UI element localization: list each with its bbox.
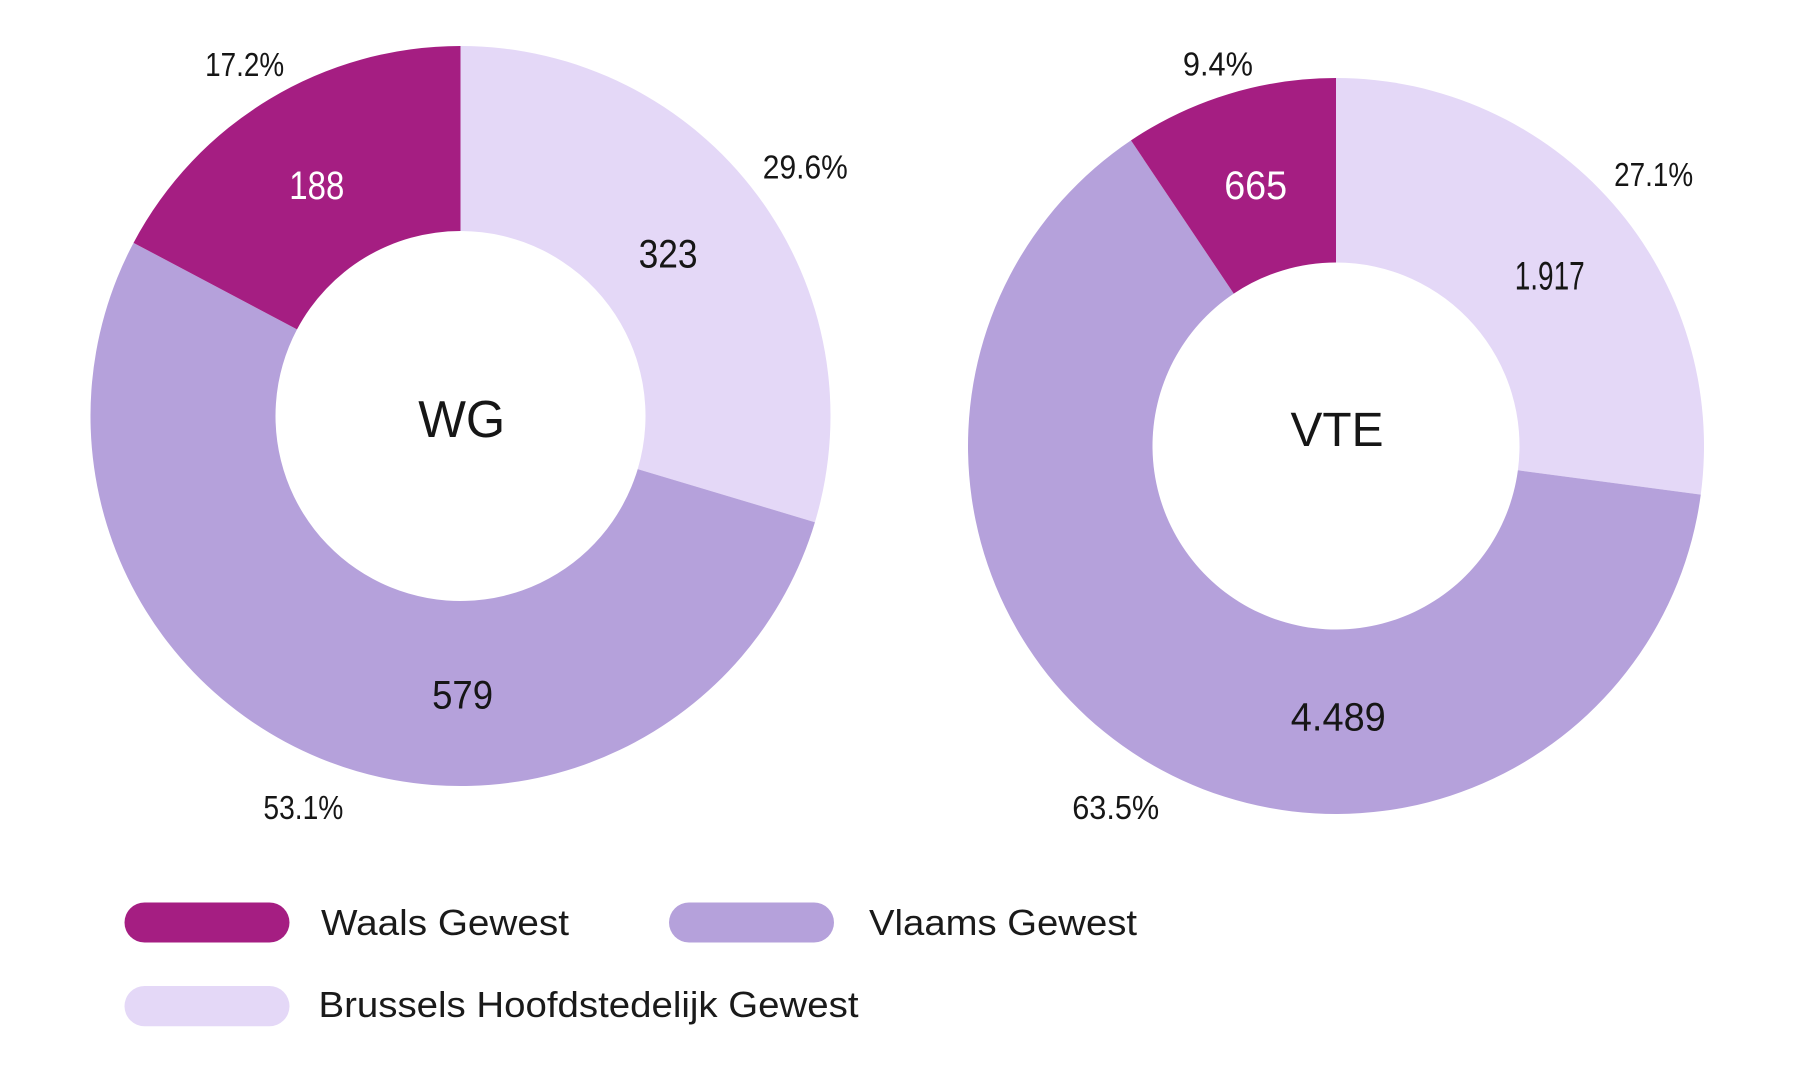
svg-text:27.1%: 27.1% [1614, 156, 1693, 193]
svg-text:17.2%: 17.2% [205, 46, 284, 83]
svg-text:9.4%: 9.4% [1183, 45, 1253, 82]
svg-text:53.1%: 53.1% [263, 789, 343, 826]
svg-text:1.917: 1.917 [1515, 255, 1585, 299]
svg-text:Vlaams Gewest: Vlaams Gewest [869, 902, 1137, 943]
svg-text:Brussels Hoofdstedelijk Gewest: Brussels Hoofdstedelijk Gewest [319, 984, 859, 1025]
svg-text:WG: WG [418, 391, 505, 449]
svg-text:323: 323 [639, 233, 698, 277]
svg-text:4.489: 4.489 [1291, 695, 1386, 739]
svg-text:665: 665 [1224, 164, 1287, 208]
svg-text:579: 579 [432, 674, 493, 718]
svg-text:63.5%: 63.5% [1072, 789, 1159, 826]
svg-text:188: 188 [289, 164, 344, 208]
svg-text:29.6%: 29.6% [763, 148, 848, 185]
svg-text:Waals Gewest: Waals Gewest [321, 902, 569, 943]
svg-text:VTE: VTE [1291, 404, 1384, 457]
